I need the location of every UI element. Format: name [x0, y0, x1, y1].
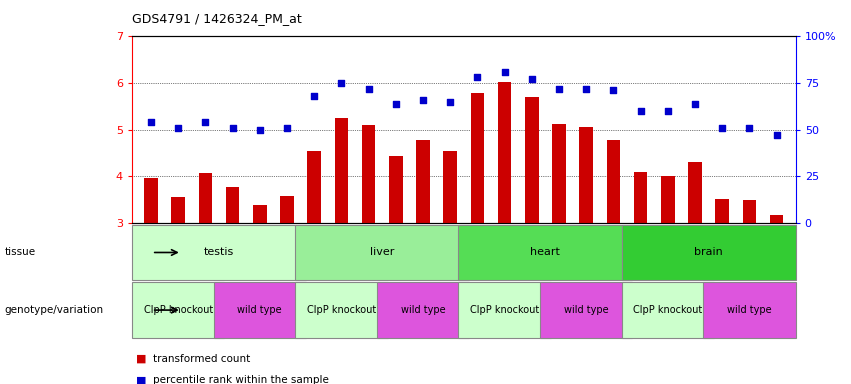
- Bar: [214, 282, 306, 338]
- Point: [443, 99, 457, 105]
- Bar: [132, 225, 306, 280]
- Point: [580, 86, 593, 92]
- Text: transformed count: transformed count: [153, 354, 250, 364]
- Bar: [540, 282, 632, 338]
- Text: tissue: tissue: [4, 247, 36, 258]
- Bar: [198, 173, 212, 223]
- Bar: [334, 118, 348, 223]
- Text: wild type: wild type: [401, 305, 445, 315]
- Bar: [377, 282, 469, 338]
- Point: [688, 101, 702, 107]
- Bar: [416, 140, 430, 223]
- Text: ClpP knockout: ClpP knockout: [633, 305, 702, 315]
- Bar: [280, 196, 294, 223]
- Bar: [362, 125, 375, 223]
- Bar: [295, 225, 469, 280]
- Bar: [525, 97, 539, 223]
- Point: [770, 132, 784, 138]
- Bar: [621, 282, 714, 338]
- Point: [334, 80, 348, 86]
- Point: [362, 86, 375, 92]
- Text: wild type: wild type: [564, 305, 608, 315]
- Point: [280, 125, 294, 131]
- Bar: [171, 197, 185, 223]
- Text: heart: heart: [530, 247, 560, 258]
- Text: wild type: wild type: [237, 305, 282, 315]
- Text: liver: liver: [370, 247, 394, 258]
- Point: [552, 86, 566, 92]
- Point: [716, 125, 729, 131]
- Bar: [552, 124, 566, 223]
- Bar: [389, 156, 403, 223]
- Point: [416, 97, 430, 103]
- Point: [171, 125, 185, 131]
- Text: testis: testis: [204, 247, 234, 258]
- Bar: [459, 282, 551, 338]
- Point: [307, 93, 321, 99]
- Point: [198, 119, 212, 125]
- Bar: [253, 205, 266, 223]
- Point: [498, 69, 511, 75]
- Point: [525, 76, 539, 83]
- Bar: [307, 151, 321, 223]
- Bar: [226, 187, 239, 223]
- Bar: [716, 199, 729, 223]
- Point: [743, 125, 757, 131]
- Bar: [607, 140, 620, 223]
- Point: [389, 101, 403, 107]
- Bar: [703, 282, 796, 338]
- Bar: [471, 93, 484, 223]
- Text: ■: ■: [136, 354, 146, 364]
- Text: wild type: wild type: [727, 305, 772, 315]
- Text: brain: brain: [694, 247, 723, 258]
- Bar: [770, 215, 784, 223]
- Text: ClpP knockout: ClpP knockout: [144, 305, 213, 315]
- Point: [607, 88, 620, 94]
- Bar: [580, 127, 593, 223]
- Bar: [634, 172, 648, 223]
- Text: GDS4791 / 1426324_PM_at: GDS4791 / 1426324_PM_at: [132, 12, 301, 25]
- Point: [226, 125, 239, 131]
- Point: [661, 108, 675, 114]
- Text: percentile rank within the sample: percentile rank within the sample: [153, 375, 329, 384]
- Text: ClpP knockout: ClpP knockout: [306, 305, 376, 315]
- Bar: [443, 151, 457, 223]
- Bar: [498, 82, 511, 223]
- Text: genotype/variation: genotype/variation: [4, 305, 103, 315]
- Bar: [743, 200, 757, 223]
- Bar: [132, 282, 225, 338]
- Bar: [661, 176, 675, 223]
- Bar: [144, 177, 157, 223]
- Bar: [621, 225, 796, 280]
- Point: [471, 74, 484, 81]
- Point: [634, 108, 648, 114]
- Point: [253, 127, 266, 133]
- Bar: [459, 225, 632, 280]
- Bar: [688, 162, 702, 223]
- Bar: [295, 282, 387, 338]
- Point: [144, 119, 157, 125]
- Text: ■: ■: [136, 375, 146, 384]
- Text: ClpP knockout: ClpP knockout: [470, 305, 540, 315]
